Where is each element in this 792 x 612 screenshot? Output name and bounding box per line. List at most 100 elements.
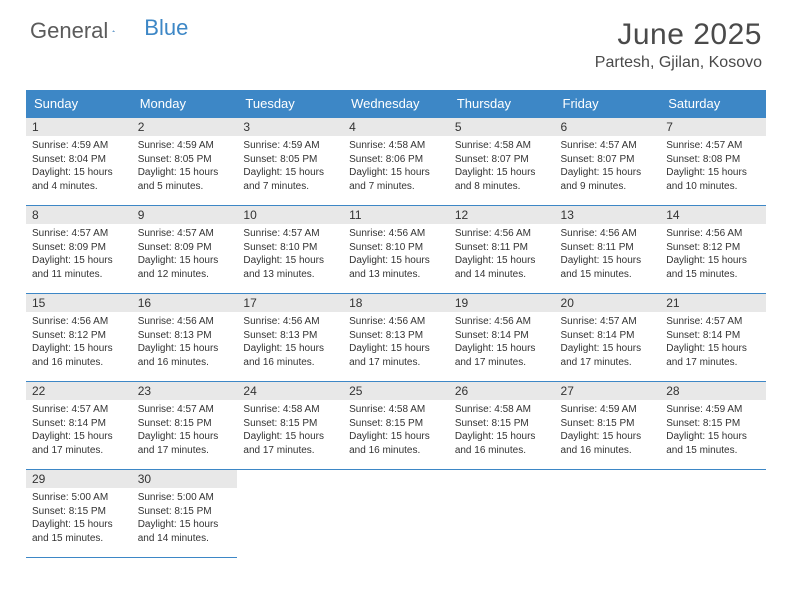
sunrise-line: Sunrise: 4:59 AM bbox=[243, 139, 337, 153]
sunset-line: Sunset: 8:07 PM bbox=[455, 153, 549, 167]
day-content: Sunrise: 4:56 AMSunset: 8:12 PMDaylight:… bbox=[26, 312, 132, 373]
daylight-line: Daylight: 15 hours and 13 minutes. bbox=[349, 254, 443, 281]
calendar-cell: 16Sunrise: 4:56 AMSunset: 8:13 PMDayligh… bbox=[132, 294, 238, 382]
day-content: Sunrise: 4:56 AMSunset: 8:14 PMDaylight:… bbox=[449, 312, 555, 373]
day-content: Sunrise: 4:57 AMSunset: 8:09 PMDaylight:… bbox=[132, 224, 238, 285]
day-number: 9 bbox=[132, 206, 238, 224]
sunrise-line: Sunrise: 4:57 AM bbox=[666, 315, 760, 329]
day-content: Sunrise: 4:58 AMSunset: 8:15 PMDaylight:… bbox=[237, 400, 343, 461]
day-content: Sunrise: 4:58 AMSunset: 8:06 PMDaylight:… bbox=[343, 136, 449, 197]
calendar-cell: 7Sunrise: 4:57 AMSunset: 8:08 PMDaylight… bbox=[660, 118, 766, 206]
sunset-line: Sunset: 8:14 PM bbox=[561, 329, 655, 343]
sunrise-line: Sunrise: 4:57 AM bbox=[243, 227, 337, 241]
header: General Blue June 2025 Partesh, Gjilan, … bbox=[0, 0, 792, 80]
day-content: Sunrise: 4:59 AMSunset: 8:15 PMDaylight:… bbox=[660, 400, 766, 461]
day-content: Sunrise: 4:57 AMSunset: 8:07 PMDaylight:… bbox=[555, 136, 661, 197]
calendar-cell: 15Sunrise: 4:56 AMSunset: 8:12 PMDayligh… bbox=[26, 294, 132, 382]
day-number: 17 bbox=[237, 294, 343, 312]
day-number: 27 bbox=[555, 382, 661, 400]
sunset-line: Sunset: 8:08 PM bbox=[666, 153, 760, 167]
header-right: June 2025 Partesh, Gjilan, Kosovo bbox=[595, 18, 762, 72]
page-title: June 2025 bbox=[595, 18, 762, 52]
daylight-line: Daylight: 15 hours and 17 minutes. bbox=[243, 430, 337, 457]
sunset-line: Sunset: 8:09 PM bbox=[32, 241, 126, 255]
daylight-line: Daylight: 15 hours and 5 minutes. bbox=[138, 166, 232, 193]
sunrise-line: Sunrise: 4:56 AM bbox=[455, 315, 549, 329]
weekday-header: Sunday bbox=[26, 90, 132, 118]
day-content: Sunrise: 4:57 AMSunset: 8:09 PMDaylight:… bbox=[26, 224, 132, 285]
day-content: Sunrise: 4:59 AMSunset: 8:05 PMDaylight:… bbox=[237, 136, 343, 197]
calendar-cell: 3Sunrise: 4:59 AMSunset: 8:05 PMDaylight… bbox=[237, 118, 343, 206]
calendar-cell: 18Sunrise: 4:56 AMSunset: 8:13 PMDayligh… bbox=[343, 294, 449, 382]
calendar-cell: 8Sunrise: 4:57 AMSunset: 8:09 PMDaylight… bbox=[26, 206, 132, 294]
calendar-cell bbox=[660, 470, 766, 558]
day-number: 28 bbox=[660, 382, 766, 400]
day-content: Sunrise: 4:56 AMSunset: 8:10 PMDaylight:… bbox=[343, 224, 449, 285]
daylight-line: Daylight: 15 hours and 15 minutes. bbox=[666, 254, 760, 281]
day-number: 16 bbox=[132, 294, 238, 312]
day-number: 21 bbox=[660, 294, 766, 312]
daylight-line: Daylight: 15 hours and 17 minutes. bbox=[666, 342, 760, 369]
calendar-cell: 27 Sunrise: 4:59 AMSunset: 8:15 PMDayligh… bbox=[555, 382, 661, 470]
calendar-week-row: 1Sunrise: 4:59 AMSunset: 8:04 PMDaylight… bbox=[26, 118, 766, 206]
calendar-cell: 14Sunrise: 4:56 AMSunset: 8:12 PMDayligh… bbox=[660, 206, 766, 294]
sunset-line: Sunset: 8:15 PM bbox=[666, 417, 760, 431]
daylight-line: Daylight: 15 hours and 13 minutes. bbox=[243, 254, 337, 281]
calendar-cell: 17Sunrise: 4:56 AMSunset: 8:13 PMDayligh… bbox=[237, 294, 343, 382]
logo: General Blue bbox=[30, 18, 188, 44]
day-number: 22 bbox=[26, 382, 132, 400]
sunset-line: Sunset: 8:13 PM bbox=[349, 329, 443, 343]
sunrise-line: Sunrise: 4:59 AM bbox=[666, 403, 760, 417]
calendar-cell bbox=[237, 470, 343, 558]
day-number: 8 bbox=[26, 206, 132, 224]
daylight-line: Daylight: 15 hours and 9 minutes. bbox=[561, 166, 655, 193]
sunset-line: Sunset: 8:04 PM bbox=[32, 153, 126, 167]
sunrise-line: Sunrise: 4:57 AM bbox=[666, 139, 760, 153]
day-content: Sunrise: 4:56 AMSunset: 8:13 PMDaylight:… bbox=[237, 312, 343, 373]
daylight-line: Daylight: 15 hours and 17 minutes. bbox=[349, 342, 443, 369]
calendar-week-row: 29Sunrise: 5:00 AMSunset: 8:15 PMDayligh… bbox=[26, 470, 766, 558]
calendar-cell: 13Sunrise: 4:56 AMSunset: 8:11 PMDayligh… bbox=[555, 206, 661, 294]
logo-sail-icon bbox=[112, 22, 115, 40]
sunset-line: Sunset: 8:15 PM bbox=[455, 417, 549, 431]
weekday-header: Monday bbox=[132, 90, 238, 118]
day-number: 10 bbox=[237, 206, 343, 224]
daylight-line: Daylight: 15 hours and 14 minutes. bbox=[455, 254, 549, 281]
sunrise-line: Sunrise: 4:58 AM bbox=[349, 403, 443, 417]
sunset-line: Sunset: 8:15 PM bbox=[138, 505, 232, 519]
sunrise-line: Sunrise: 4:58 AM bbox=[349, 139, 443, 153]
sunset-line: Sunset: 8:15 PM bbox=[561, 417, 655, 431]
sunset-line: Sunset: 8:15 PM bbox=[138, 417, 232, 431]
day-number: 20 bbox=[555, 294, 661, 312]
calendar-cell: 12Sunrise: 4:56 AMSunset: 8:11 PMDayligh… bbox=[449, 206, 555, 294]
daylight-line: Daylight: 15 hours and 12 minutes. bbox=[138, 254, 232, 281]
day-content: Sunrise: 4:59 AMSunset: 8:04 PMDaylight:… bbox=[26, 136, 132, 197]
day-content: Sunrise: 5:00 AMSunset: 8:15 PMDaylight:… bbox=[132, 488, 238, 549]
sunrise-line: Sunrise: 4:56 AM bbox=[561, 227, 655, 241]
day-number: 2 bbox=[132, 118, 238, 136]
sunrise-line: Sunrise: 4:59 AM bbox=[561, 403, 655, 417]
day-number: 30 bbox=[132, 470, 238, 488]
calendar-cell bbox=[555, 470, 661, 558]
sunrise-line: Sunrise: 4:56 AM bbox=[138, 315, 232, 329]
day-number: 7 bbox=[660, 118, 766, 136]
day-number: 12 bbox=[449, 206, 555, 224]
sunset-line: Sunset: 8:11 PM bbox=[455, 241, 549, 255]
sunset-line: Sunset: 8:10 PM bbox=[349, 241, 443, 255]
calendar-cell bbox=[449, 470, 555, 558]
sunset-line: Sunset: 8:14 PM bbox=[666, 329, 760, 343]
sunset-line: Sunset: 8:15 PM bbox=[32, 505, 126, 519]
daylight-line: Daylight: 15 hours and 16 minutes. bbox=[455, 430, 549, 457]
daylight-line: Daylight: 15 hours and 16 minutes. bbox=[561, 430, 655, 457]
sunrise-line: Sunrise: 4:57 AM bbox=[138, 227, 232, 241]
day-number: 11 bbox=[343, 206, 449, 224]
daylight-line: Daylight: 15 hours and 4 minutes. bbox=[32, 166, 126, 193]
sunset-line: Sunset: 8:09 PM bbox=[138, 241, 232, 255]
calendar-cell bbox=[343, 470, 449, 558]
sunrise-line: Sunrise: 4:57 AM bbox=[561, 139, 655, 153]
day-number: 23 bbox=[132, 382, 238, 400]
location-label: Partesh, Gjilan, Kosovo bbox=[595, 54, 762, 72]
day-number: 1 bbox=[26, 118, 132, 136]
daylight-line: Daylight: 15 hours and 17 minutes. bbox=[138, 430, 232, 457]
calendar-cell: 20Sunrise: 4:57 AMSunset: 8:14 PMDayligh… bbox=[555, 294, 661, 382]
